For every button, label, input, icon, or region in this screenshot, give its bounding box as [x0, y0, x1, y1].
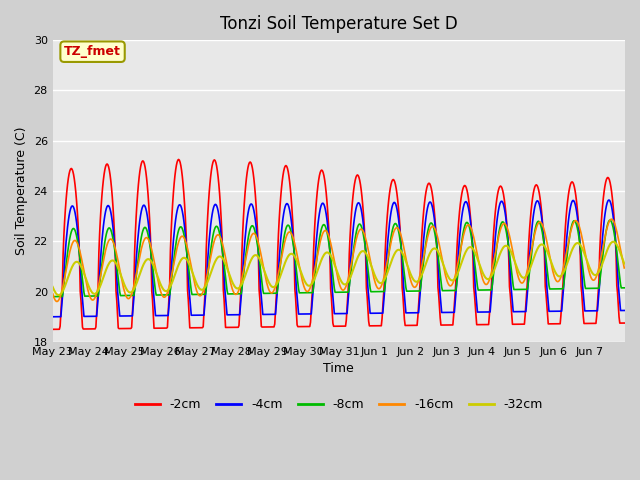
Y-axis label: Soil Temperature (C): Soil Temperature (C)	[15, 127, 28, 255]
-32cm	[430, 246, 438, 252]
-16cm	[398, 237, 406, 243]
-8cm	[397, 247, 405, 252]
-16cm	[221, 255, 229, 261]
-16cm	[116, 271, 124, 276]
-8cm	[116, 289, 124, 295]
Text: TZ_fmet: TZ_fmet	[64, 45, 121, 58]
-8cm	[620, 285, 628, 291]
-32cm	[620, 261, 628, 266]
-4cm	[429, 210, 437, 216]
-4cm	[49, 314, 56, 320]
-2cm	[620, 320, 628, 326]
-2cm	[398, 285, 406, 291]
-8cm	[250, 223, 257, 229]
-8cm	[429, 224, 437, 230]
-2cm	[49, 326, 56, 332]
-4cm	[620, 308, 628, 313]
-32cm	[271, 283, 279, 289]
-32cm	[609, 239, 617, 245]
-16cm	[49, 290, 56, 296]
-16cm	[620, 265, 628, 271]
Line: -4cm: -4cm	[52, 200, 624, 317]
-4cm	[250, 204, 257, 210]
-4cm	[271, 312, 278, 317]
-4cm	[116, 313, 124, 319]
Line: -8cm: -8cm	[52, 220, 624, 297]
-32cm	[55, 292, 63, 298]
X-axis label: Time: Time	[323, 362, 354, 375]
-16cm	[53, 299, 61, 304]
-32cm	[116, 271, 124, 277]
-2cm	[250, 176, 258, 181]
-16cm	[608, 216, 616, 222]
-2cm	[175, 156, 182, 162]
-8cm	[606, 217, 614, 223]
-2cm	[116, 326, 124, 332]
-4cm	[605, 197, 612, 203]
Line: -2cm: -2cm	[52, 159, 624, 329]
-2cm	[430, 207, 438, 213]
Line: -32cm: -32cm	[52, 242, 624, 295]
-2cm	[271, 307, 279, 313]
-8cm	[49, 294, 56, 300]
-32cm	[250, 253, 258, 259]
-16cm	[430, 225, 438, 230]
-8cm	[271, 290, 278, 296]
-32cm	[221, 261, 229, 267]
-16cm	[250, 230, 258, 236]
Title: Tonzi Soil Temperature Set D: Tonzi Soil Temperature Set D	[220, 15, 458, 33]
-8cm	[221, 268, 228, 274]
-32cm	[398, 250, 406, 256]
-2cm	[221, 324, 229, 330]
Line: -16cm: -16cm	[52, 219, 624, 301]
-16cm	[271, 283, 279, 289]
-4cm	[397, 247, 405, 252]
Legend: -2cm, -4cm, -8cm, -16cm, -32cm: -2cm, -4cm, -8cm, -16cm, -32cm	[130, 394, 548, 417]
-32cm	[49, 284, 56, 290]
-4cm	[221, 286, 228, 292]
